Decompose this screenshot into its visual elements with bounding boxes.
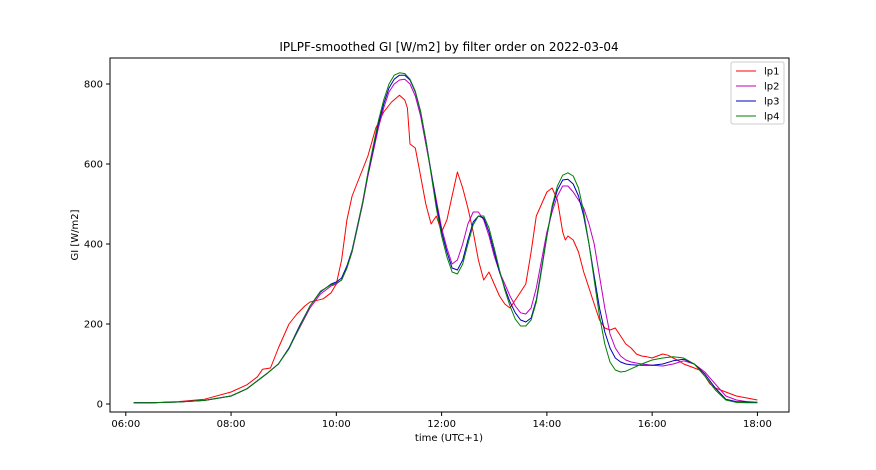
y-tick-label: 0	[97, 400, 103, 411]
legend-label-lp4: lp4	[764, 112, 780, 123]
plot-area	[109, 57, 790, 413]
y-tick-label: 600	[84, 160, 103, 171]
y-axis-label: GI [W/m2]	[70, 209, 81, 260]
series-line-lp4	[133, 72, 758, 404]
series-line-lp1	[133, 94, 758, 404]
y-tick-label: 200	[84, 320, 103, 331]
plot-series	[133, 72, 758, 404]
y-tick-label: 400	[84, 240, 103, 251]
legend-box	[730, 61, 785, 125]
legend: lp1 lp2 lp3 lp4	[730, 61, 785, 125]
legend-label-lp3: lp3	[764, 97, 780, 108]
legend-label-lp1: lp1	[764, 67, 780, 78]
x-tick-label: 06:00	[111, 419, 140, 430]
series-line-lp2	[133, 78, 758, 404]
x-tick-label: 08:00	[217, 419, 246, 430]
x-axis-label: time (UTC+1)	[415, 433, 483, 444]
x-axis: 06:00 08:00 10:00 12:00 14:00 16:00 18:00	[111, 412, 772, 430]
x-tick-label: 10:00	[322, 419, 351, 430]
x-tick-label: 14:00	[532, 419, 561, 430]
y-tick-label: 800	[84, 80, 103, 91]
x-tick-label: 16:00	[638, 419, 667, 430]
x-tick-label: 18:00	[743, 419, 772, 430]
y-axis: 0 200 400 600 800	[84, 80, 110, 411]
series-line-lp3	[133, 74, 758, 404]
chart-title: IPLPF-smoothed GI [W/m2] by filter order…	[279, 40, 618, 54]
x-tick-label: 12:00	[427, 419, 456, 430]
legend-label-lp2: lp2	[764, 82, 780, 93]
